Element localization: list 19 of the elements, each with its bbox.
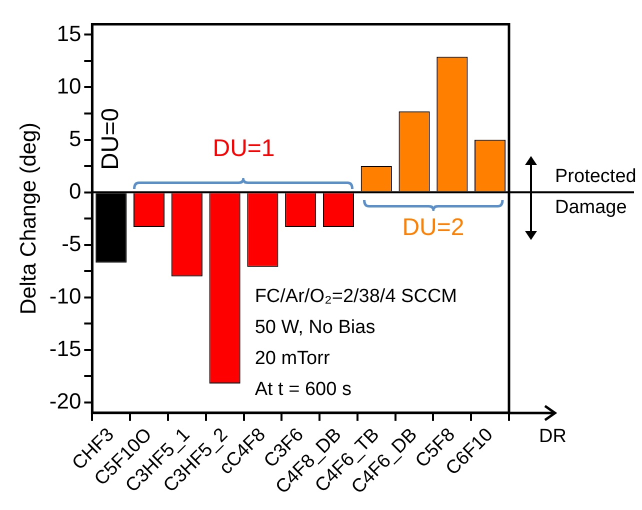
text: Damage [555, 197, 627, 218]
annotation: 20 mTorr [254, 348, 330, 369]
x-axis-title: DR [539, 426, 566, 447]
text: Protected [555, 166, 636, 188]
annotation: DU=2 [402, 214, 464, 242]
annotation: DU=0 [97, 108, 124, 170]
y-tick-label: -20 [49, 388, 82, 414]
y-tick-label: 15 [56, 20, 82, 46]
y-tick-label: 10 [56, 73, 82, 98]
y-tick-label: -10 [49, 283, 82, 308]
y-tick-label: 0 [68, 178, 82, 204]
annotation: At t = 600 s [254, 378, 352, 400]
annotation: FC/Ar/O₂=2/38/4 SCCM [254, 286, 457, 307]
y-tick-label: -5 [62, 230, 82, 256]
y-tick-label: -15 [49, 336, 82, 361]
y-tick-label: 5 [68, 126, 82, 151]
annotation: DU=1 [212, 134, 275, 162]
y-axis-title: Delta Change (deg) [15, 122, 40, 315]
annotation: 50 W, No Bias [254, 316, 376, 338]
